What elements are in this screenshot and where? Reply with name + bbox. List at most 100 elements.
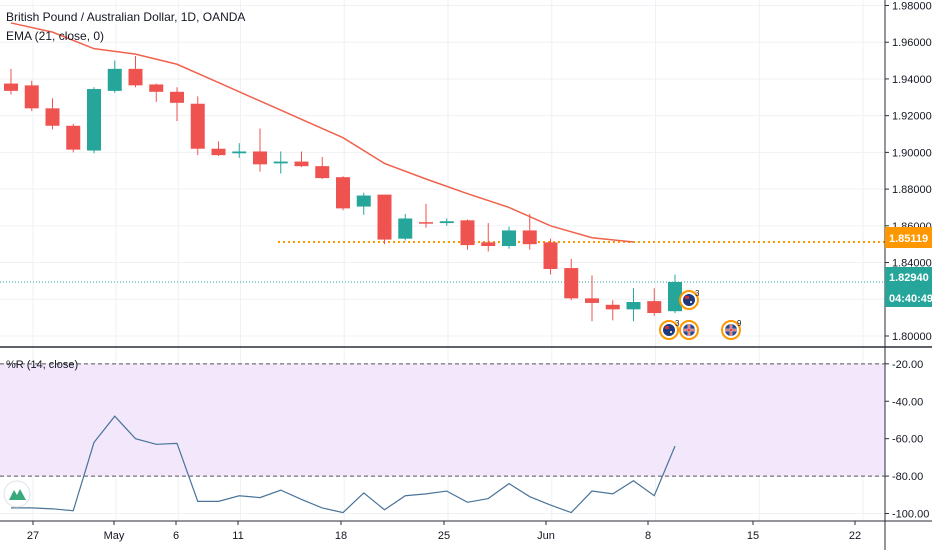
candle[interactable] <box>336 176 350 211</box>
candle[interactable] <box>294 151 309 168</box>
event-marker[interactable]: 3 <box>679 289 700 310</box>
flag-union-corner <box>665 326 669 329</box>
price-tick-label: 1.80000 <box>892 331 932 343</box>
williams-r-legend: %R (14, close) <box>6 359 78 371</box>
candle[interactable] <box>398 213 413 241</box>
candle-body <box>522 230 537 245</box>
level-price-label-bg <box>885 227 932 248</box>
candle[interactable] <box>190 96 205 156</box>
candle-body <box>377 194 392 240</box>
candle-body <box>128 68 143 86</box>
candle[interactable] <box>128 55 143 88</box>
event-markers[interactable]: 3 3 9 <box>659 289 742 340</box>
candle-body <box>273 161 288 164</box>
candle-body <box>66 125 81 150</box>
event-marker[interactable]: 9 <box>721 319 742 340</box>
chart-title: British Pound / Australian Dollar, 1D, O… <box>6 10 245 24</box>
flag-star <box>690 301 692 303</box>
ema-legend: EMA (21, close, 0) <box>6 29 104 43</box>
candle[interactable] <box>87 87 101 154</box>
candle[interactable] <box>605 300 620 321</box>
flag-au-icon <box>683 294 695 306</box>
candle-body <box>502 230 516 247</box>
price-tick-label: 1.92000 <box>892 111 932 123</box>
candlestick-series[interactable] <box>4 55 682 322</box>
event-count: 3 <box>675 319 680 328</box>
wr-tick-label: -100.00 <box>892 509 929 521</box>
flag-au-icon <box>663 324 675 336</box>
candle[interactable] <box>647 288 662 316</box>
candle[interactable] <box>45 98 60 130</box>
time-tick-label: 27 <box>27 530 39 542</box>
candle[interactable] <box>315 156 330 180</box>
wr-tick-label: -80.00 <box>892 471 923 483</box>
candle[interactable] <box>502 226 516 249</box>
candle[interactable] <box>564 258 579 301</box>
candle-body <box>439 221 454 224</box>
candle-body <box>190 103 205 149</box>
time-tick-label: 25 <box>438 530 450 542</box>
candle[interactable] <box>149 83 164 102</box>
last-price-label: 1.82940 <box>889 272 929 284</box>
event-marker[interactable]: 3 <box>659 319 680 340</box>
tradingview-logo[interactable] <box>3 480 31 508</box>
candle[interactable] <box>377 194 392 245</box>
candle[interactable] <box>460 219 475 250</box>
candle-body <box>398 218 413 239</box>
last-price-label-bg <box>885 267 932 287</box>
candle-body <box>45 108 60 126</box>
candle[interactable] <box>626 288 641 322</box>
candle-body <box>232 151 247 154</box>
price-tick-label: 1.96000 <box>892 37 932 49</box>
candle[interactable] <box>107 60 122 93</box>
flag-base <box>663 324 675 336</box>
level-lines <box>0 241 885 477</box>
time-axis[interactable]: 27 May 6 11 18 25 Jun 8 15 22 <box>27 521 861 542</box>
candle-body <box>149 84 164 92</box>
candle[interactable] <box>543 238 558 275</box>
candle[interactable] <box>232 143 247 158</box>
williams-r-line <box>11 415 676 514</box>
candle-body <box>24 85 39 109</box>
flag-base <box>683 294 695 306</box>
candle[interactable] <box>481 223 496 252</box>
candle-body <box>107 68 122 91</box>
candle[interactable] <box>356 192 371 215</box>
wr-tick-label: -60.00 <box>892 434 923 446</box>
candle[interactable] <box>211 141 226 157</box>
candle[interactable] <box>170 87 184 122</box>
price-tick-label: 1.94000 <box>892 74 932 86</box>
time-tick-label: 11 <box>232 530 243 542</box>
candle[interactable] <box>273 151 288 174</box>
candle-body <box>356 195 371 207</box>
event-count: 9 <box>737 319 742 328</box>
level-price-label: 1.85119 <box>889 233 928 245</box>
williams-r-series <box>11 415 676 514</box>
candle[interactable] <box>4 68 18 95</box>
candle[interactable] <box>24 80 39 112</box>
candle[interactable] <box>419 203 433 228</box>
price-tick-label: 1.88000 <box>892 184 932 196</box>
candle-body <box>211 148 226 156</box>
candle-body <box>605 304 620 310</box>
flag-union-corner <box>685 296 689 299</box>
candle[interactable] <box>668 274 682 314</box>
candle-body <box>336 177 350 209</box>
candle[interactable] <box>66 123 81 153</box>
candle-body <box>4 83 18 91</box>
candle[interactable] <box>522 213 537 250</box>
wr-tick-label: -20.00 <box>892 359 923 371</box>
price-tick-label: 1.98000 <box>892 1 932 13</box>
candle-body <box>419 222 433 224</box>
candle[interactable] <box>585 275 599 322</box>
flag-uk-icon <box>725 324 737 336</box>
candle[interactable] <box>439 218 454 226</box>
event-marker[interactable] <box>679 320 699 340</box>
time-tick-label: 22 <box>849 530 861 542</box>
time-tick-label: Jun <box>537 530 555 542</box>
candle-body <box>315 166 330 179</box>
countdown-label: 04:40:49 <box>889 293 932 305</box>
candle[interactable] <box>253 128 267 172</box>
candle-body <box>481 242 496 247</box>
